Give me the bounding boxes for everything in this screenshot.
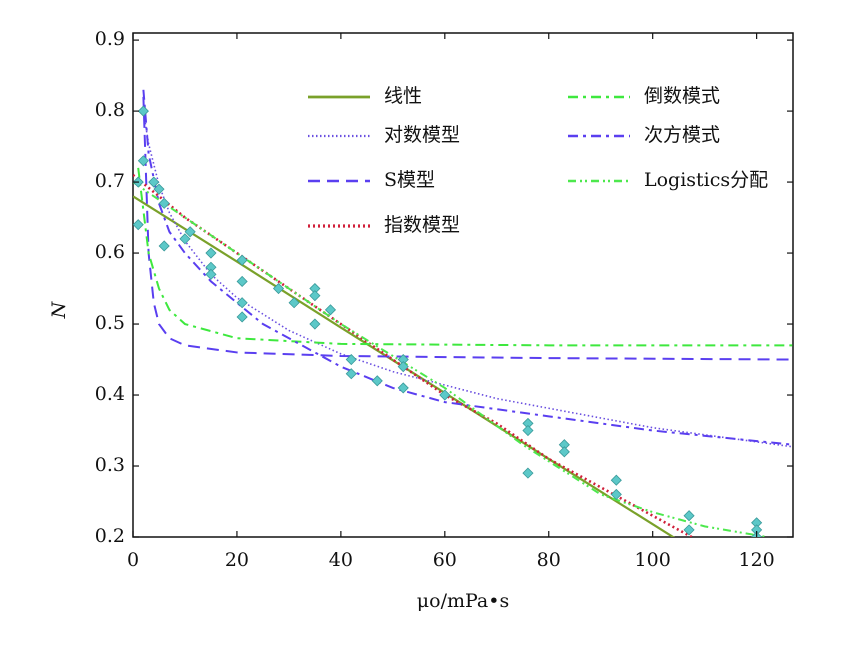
y-tick-label: 0.9	[95, 28, 125, 50]
data-point	[288, 297, 300, 309]
x-tick-label: 60	[433, 549, 457, 571]
legend-label: S模型	[384, 169, 435, 191]
data-point	[610, 474, 622, 486]
y-tick-label: 0.6	[95, 241, 125, 263]
data-point	[439, 389, 451, 401]
data-point	[137, 155, 149, 167]
data-point	[272, 282, 285, 295]
data-point	[309, 318, 321, 330]
y-tick-label: 0.7	[95, 170, 125, 192]
y-tick-label: 0.8	[95, 99, 125, 121]
data-point	[522, 424, 534, 437]
data-point	[558, 446, 570, 458]
legend-label: 线性	[384, 85, 422, 107]
data-point	[158, 240, 170, 252]
curve	[133, 181, 768, 537]
data-point	[324, 304, 337, 316]
data-point	[236, 254, 248, 266]
data-point	[148, 176, 160, 188]
data-point	[236, 297, 248, 309]
y-tick-label: 0.4	[95, 383, 125, 405]
data-point	[133, 219, 144, 231]
plot-frame	[132, 32, 794, 538]
data-point	[345, 368, 357, 380]
curve	[137, 167, 793, 347]
data-point	[236, 311, 248, 323]
curve	[133, 173, 695, 537]
x-tick-label: 40	[329, 549, 353, 571]
x-tick-label: 100	[635, 549, 671, 571]
legend-label: 对数模型	[384, 124, 460, 146]
data-point	[397, 361, 409, 373]
curve	[142, 96, 793, 361]
x-axis-label: μo/mPa•s	[417, 590, 509, 612]
x-tick-label: 20	[225, 549, 249, 571]
y-tick-label: 0.2	[95, 525, 125, 547]
data-point	[205, 247, 217, 259]
curves	[133, 89, 793, 537]
data-point	[179, 233, 191, 245]
legend-label: Logistics分配	[644, 169, 768, 191]
data-point	[522, 467, 534, 479]
x-tick-label: 0	[127, 549, 139, 571]
data-point	[309, 290, 321, 302]
y-axis-label: N	[48, 300, 70, 319]
data-point	[683, 510, 695, 522]
data-point	[610, 488, 622, 500]
x-tick-label: 80	[537, 549, 561, 571]
data-point	[371, 375, 383, 387]
data-point	[683, 524, 695, 536]
y-tick-label: 0.3	[95, 454, 125, 476]
legend-label: 次方模式	[644, 124, 720, 146]
legend-label: 倒数模式	[644, 85, 720, 107]
data-point	[137, 105, 149, 117]
legend-label: 指数模型	[384, 214, 460, 236]
data-point	[397, 382, 409, 394]
data-point	[153, 183, 165, 195]
data-point	[236, 275, 248, 288]
curve	[133, 195, 676, 537]
data-point	[184, 226, 196, 238]
data-point	[205, 268, 217, 280]
curve	[142, 89, 793, 446]
data-point	[345, 353, 357, 366]
x-tick-label: 120	[738, 549, 774, 571]
y-tick-label: 0.5	[95, 312, 125, 334]
data-point	[158, 197, 170, 209]
